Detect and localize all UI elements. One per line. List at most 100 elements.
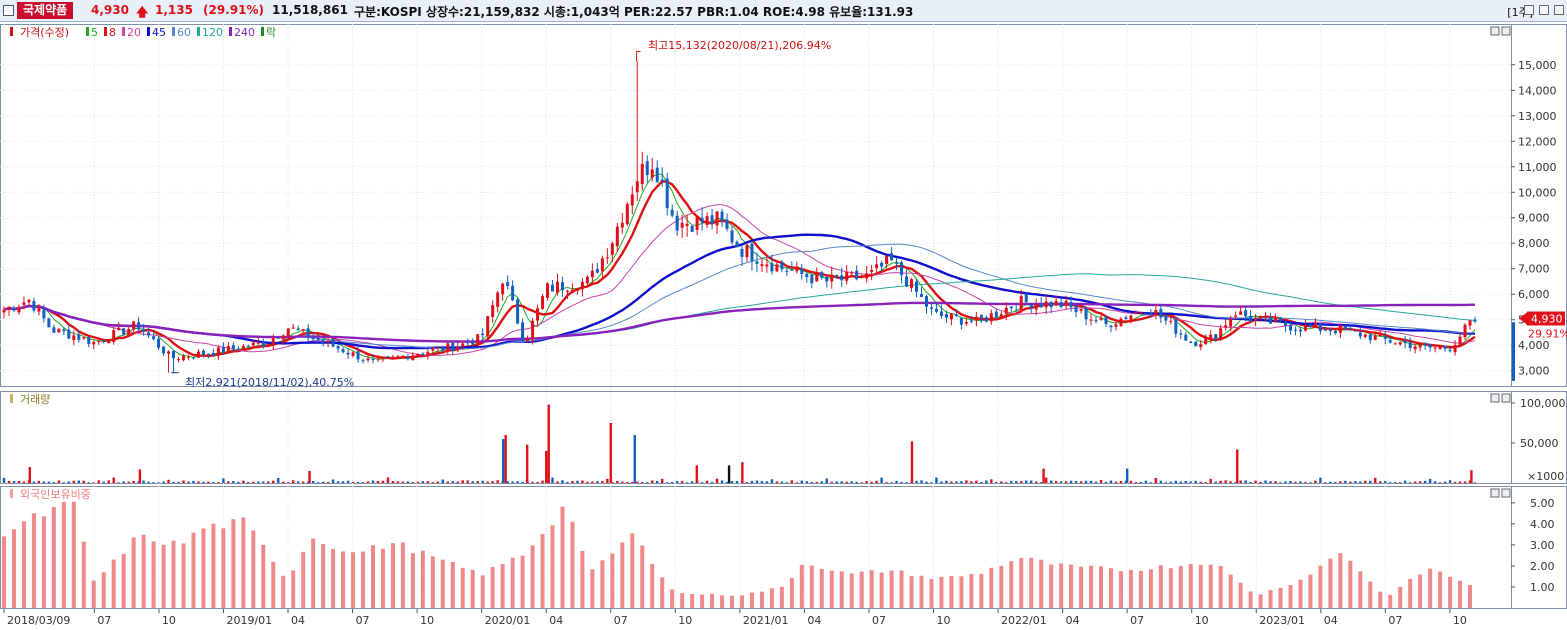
volume-bar <box>830 481 833 483</box>
volume-bar <box>376 480 380 483</box>
volume-bar <box>401 481 405 483</box>
volume-bar <box>621 481 624 483</box>
volume-bar <box>920 480 923 483</box>
volume-bar <box>741 462 744 483</box>
candle-body <box>77 334 81 340</box>
volume-bar <box>940 481 943 483</box>
volume-bar <box>1236 449 1239 483</box>
volume-bar <box>1399 482 1402 483</box>
volume-bar <box>611 482 614 483</box>
candle-body <box>1428 343 1432 348</box>
candle-body <box>645 161 649 176</box>
y-tick-label: 4.00 <box>1530 518 1555 531</box>
candle-body <box>595 269 599 273</box>
volume-bar <box>426 481 430 483</box>
stock-name-badge[interactable]: 국제약품 <box>17 2 74 19</box>
candle-body <box>1239 311 1243 315</box>
volume-bar <box>267 481 270 483</box>
candle-body <box>1014 309 1018 311</box>
foreign-ratio-bar <box>1388 594 1393 608</box>
volume-bar <box>496 480 499 483</box>
candle-body <box>1079 309 1083 311</box>
candle-body <box>177 359 181 361</box>
candle-body <box>416 353 420 357</box>
candle-body <box>147 332 151 336</box>
x-tick-label: 07 <box>1388 614 1402 627</box>
foreign-ratio-bar <box>1019 557 1024 608</box>
volume-bar <box>1244 480 1247 483</box>
volume-bar <box>750 480 754 483</box>
candle-body <box>476 334 480 344</box>
candle-body <box>949 313 953 320</box>
volume-bar <box>636 481 639 483</box>
foreign-ratio-bar <box>1258 594 1263 608</box>
foreign-ratio-bar <box>859 571 864 608</box>
current-price: 4,930 <box>91 3 129 17</box>
candle-body <box>206 353 210 355</box>
candle-body <box>276 337 280 339</box>
candle-body <box>1154 310 1158 316</box>
candle-body <box>1169 320 1173 322</box>
candle-body <box>1179 333 1183 335</box>
volume-bar <box>1000 481 1003 483</box>
candle-body <box>182 355 186 361</box>
select-checkbox[interactable] <box>3 5 14 16</box>
volume-bar <box>1418 481 1422 483</box>
volume-bar <box>710 482 714 483</box>
candle-body <box>1333 330 1337 334</box>
volume-bar <box>1374 477 1377 483</box>
foreign-ratio-bar <box>321 543 326 608</box>
candle-body <box>132 321 136 330</box>
volume-bar <box>287 482 290 483</box>
ma-legend-label: 240 <box>234 26 255 39</box>
candle-body <box>316 337 320 340</box>
candle-body <box>27 299 31 303</box>
candle-body <box>890 253 894 261</box>
volume-bar <box>1470 470 1473 483</box>
volume-bar <box>1344 480 1347 483</box>
foreign-ratio-bar <box>1079 566 1084 608</box>
candle-body <box>865 273 869 279</box>
foreign-ratio-bar <box>690 594 695 608</box>
stock-info: 구분:KOSPI 상장수:21,159,832 시총:1,043억 PER:22… <box>354 5 914 19</box>
candle-body <box>1099 318 1103 320</box>
y-tick-label: 3.00 <box>1530 539 1555 552</box>
candle-body <box>840 275 844 281</box>
foreign-ratio-bar <box>1458 580 1463 608</box>
y-tick-label: 50,000 <box>1520 437 1559 450</box>
foreign-ratio-bar <box>979 573 984 608</box>
volume-bar <box>845 481 848 483</box>
volume-bar <box>232 481 235 483</box>
stock-chart[interactable]: 2018/03/09 07 10 2019/01 04 07 10 2020/01 04 07 10… <box>0 22 1567 630</box>
foreign-ratio-bar <box>331 548 336 608</box>
ma-legend-swatch <box>122 27 125 36</box>
volume-bar <box>456 481 459 483</box>
candle-body <box>1024 293 1028 303</box>
candle-body <box>1418 343 1422 348</box>
volume-bar <box>1249 481 1252 483</box>
volume-bar <box>1199 481 1202 483</box>
trade-volume: 11,518,861 <box>272 3 348 17</box>
candle-body <box>580 281 584 290</box>
foreign-ratio-bar <box>201 528 206 608</box>
candle-body <box>610 243 614 255</box>
close-icon[interactable] <box>1554 5 1564 15</box>
restore-icon[interactable] <box>1539 5 1549 15</box>
volume-bar <box>785 482 789 483</box>
volume-legend-swatch <box>10 394 13 403</box>
volume-bar <box>685 482 689 483</box>
price-legend-swatch <box>10 27 13 36</box>
foreign-ratio-bar <box>700 594 705 608</box>
volume-bar <box>57 480 61 483</box>
foreign-ratio-bar <box>1408 578 1413 608</box>
y-tick-label: 7,000 <box>1518 263 1550 276</box>
candle-body <box>625 203 629 225</box>
volume-bar <box>32 481 36 483</box>
volume-bar <box>930 482 933 483</box>
minimize-icon[interactable] <box>1524 5 1534 15</box>
volume-bar <box>366 481 370 483</box>
foreign-legend-label: 외국인보유비중 <box>20 488 91 501</box>
foreign-ratio-bar <box>1288 585 1293 608</box>
candle-body <box>97 340 101 342</box>
candle-body <box>1109 325 1113 328</box>
